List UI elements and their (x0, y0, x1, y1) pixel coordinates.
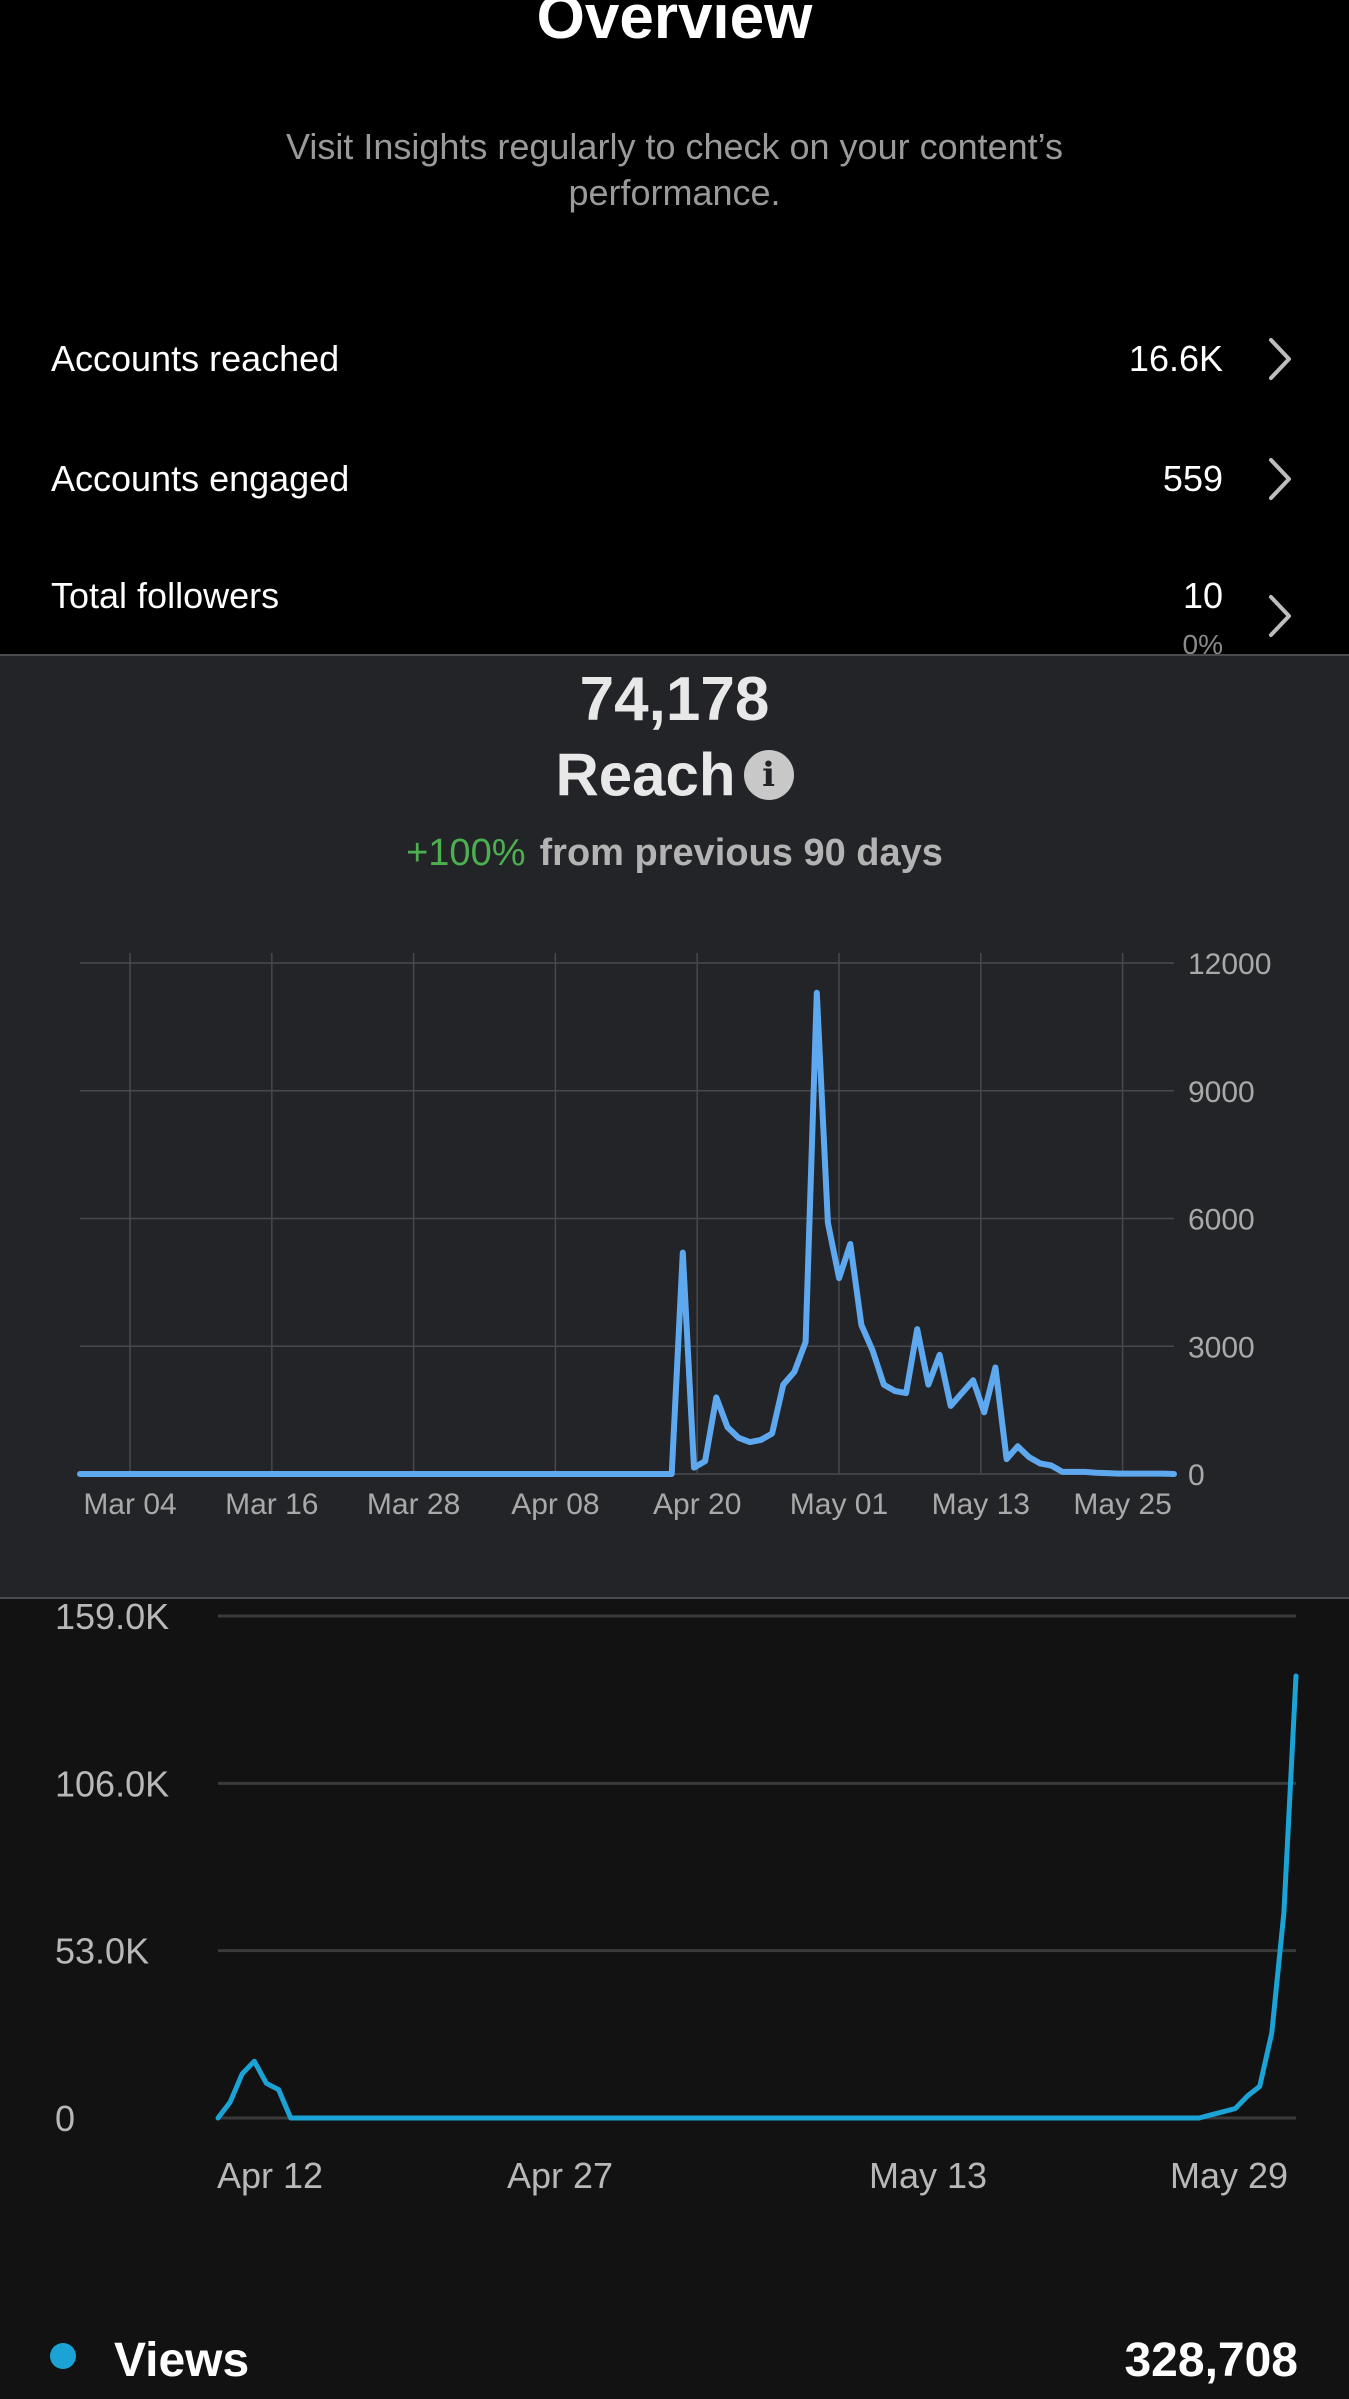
y-tick-label: 0 (55, 2098, 75, 2139)
views-section: 0 53.0K 106.0K 159.0K Apr 12 Apr 27 May 13 May … (0, 1599, 1349, 2399)
reach-title: Reach (555, 741, 736, 809)
metric-label: Total followers (51, 575, 280, 616)
x-tick-label: May 13 (869, 2155, 987, 2196)
views-chart: 0 53.0K 106.0K 159.0K Apr 12 Apr 27 May 13 May … (55, 1599, 1299, 2196)
y-tick-label: 12000 (1188, 948, 1271, 981)
metric-value: 10 (1182, 575, 1223, 616)
reach-change-percent: +100% (406, 832, 526, 874)
metric-label: Accounts reached (51, 338, 340, 379)
metric-value: 16.6K (1128, 338, 1223, 379)
chevron-right-icon[interactable] (1259, 336, 1299, 382)
metric-row-total-followers[interactable]: Total followers 10 0% (0, 553, 1349, 660)
reach-change: +100% from previous 90 days (0, 832, 1349, 875)
x-tick-label: Apr 08 (511, 1488, 599, 1521)
x-tick-label: May 01 (790, 1488, 888, 1521)
x-tick-label: May 13 (932, 1488, 1030, 1521)
reach-chart: 0 3000 6000 9000 12000 Mar 04 Mar 16 Mar 28 Apr … (77, 948, 1271, 1521)
metric-row-accounts-engaged[interactable]: Accounts engaged 559 (0, 436, 1349, 526)
x-tick-label: Apr 27 (507, 2155, 613, 2196)
y-tick-label: 9000 (1188, 1076, 1255, 1109)
chevron-right-icon[interactable] (1259, 456, 1299, 502)
reach-heading: Reach i (0, 736, 1349, 810)
overview-subtitle: Visit Insights regularly to check on you… (285, 126, 1064, 213)
overview-section: Overview Visit Insights regularly to che… (0, 0, 1349, 660)
reach-change-text: from previous 90 days (539, 832, 943, 874)
y-tick-label: 6000 (1188, 1204, 1255, 1237)
y-tick-label: 53.0K (55, 1931, 149, 1972)
x-tick-label: Mar 04 (83, 1488, 176, 1521)
x-tick-label: Apr 12 (217, 2155, 323, 2196)
y-tick-label: 3000 (1188, 1331, 1255, 1364)
metric-row-accounts-reached[interactable]: Accounts reached 16.6K (0, 316, 1349, 406)
chevron-right-icon[interactable] (1259, 593, 1299, 639)
views-legend-label: Views (114, 2334, 250, 2387)
views-total: 328,708 (1124, 2334, 1298, 2387)
metric-value: 559 (1162, 458, 1223, 499)
views-series-line (215, 1673, 1299, 2121)
y-tick-label: 106.0K (55, 1763, 169, 1804)
info-icon[interactable]: i (743, 750, 794, 801)
page-title: Overview (536, 0, 813, 52)
x-tick-label: May 25 (1073, 1488, 1171, 1521)
x-tick-label: Mar 16 (225, 1488, 318, 1521)
x-tick-label: Mar 28 (367, 1488, 460, 1521)
x-tick-label: May 29 (1170, 2155, 1288, 2196)
views-legend-dot (50, 2343, 76, 2369)
y-tick-label: 0 (1188, 1459, 1205, 1492)
x-tick-label: Apr 20 (653, 1488, 741, 1521)
reach-series-line (77, 989, 1177, 1477)
y-tick-label: 159.0K (55, 1599, 169, 1637)
reach-section: 74,178 Reach i +100% from previous 90 days… (0, 654, 1349, 1599)
metric-label: Accounts engaged (51, 458, 350, 499)
reach-total: 74,178 (579, 665, 770, 734)
